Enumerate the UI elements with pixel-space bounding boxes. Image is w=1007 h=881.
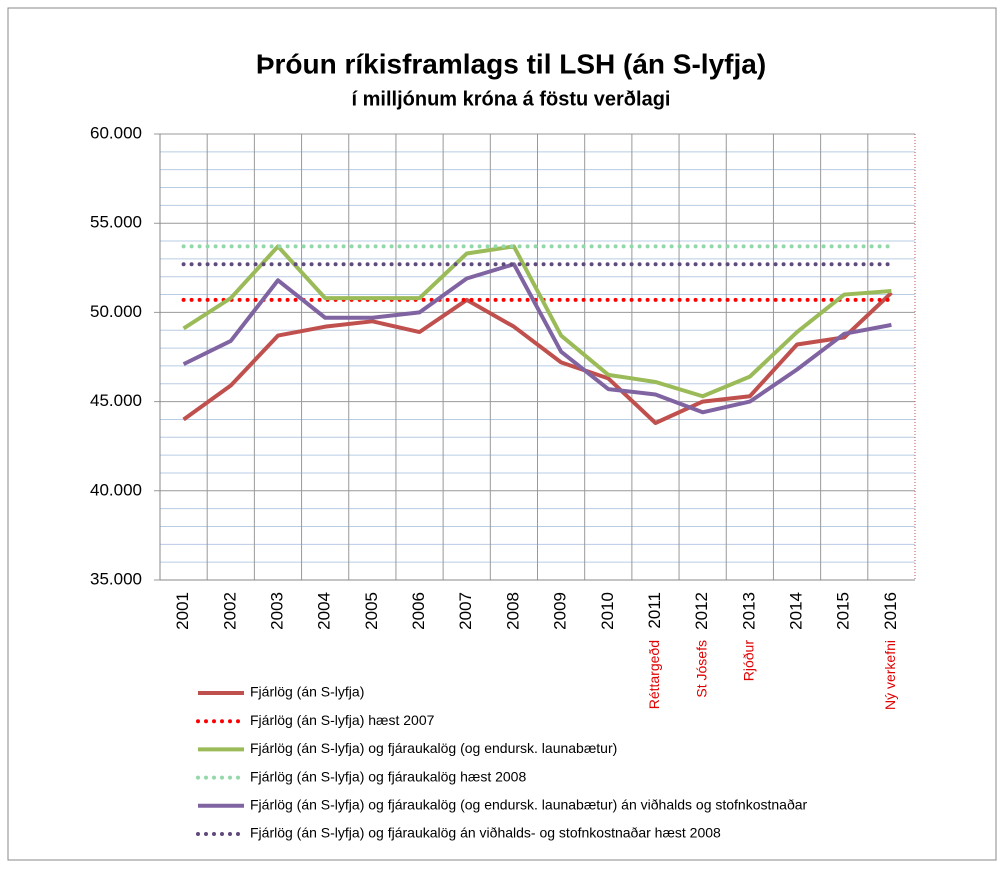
x-tick-label: 2016 xyxy=(881,592,900,630)
x-tick-label: 2015 xyxy=(834,592,853,630)
series-line xyxy=(182,291,893,426)
legend-label: Fjárlög (án S-lyfja) og fjáraukalög án v… xyxy=(250,825,721,841)
y-tick-label: 60.000 xyxy=(90,123,142,142)
annotation: Réttargeðd xyxy=(646,640,662,709)
x-tick-label: 2002 xyxy=(220,592,239,630)
x-tick-label: 2008 xyxy=(503,592,522,630)
x-tick-label: 2005 xyxy=(362,592,381,630)
series-line xyxy=(182,262,892,415)
legend-label: Fjárlög (án S-lyfja) og fjáraukalög (og … xyxy=(250,797,808,813)
series-line xyxy=(182,244,892,399)
x-tick-label: 2012 xyxy=(692,592,711,630)
chart-subtitle: í milljónum króna á föstu verðlagi xyxy=(352,88,671,110)
x-tick-label: 2010 xyxy=(598,592,617,630)
annotation: Ný verkefni xyxy=(882,640,898,710)
x-tick-label: 2003 xyxy=(267,592,286,630)
x-tick-label: 2006 xyxy=(409,592,428,630)
y-tick-label: 35.000 xyxy=(90,569,142,588)
x-tick-label: 2009 xyxy=(551,592,570,630)
x-tick-label: 2004 xyxy=(315,592,334,630)
legend-label: Fjárlög (án S-lyfja) og fjáraukalög hæst… xyxy=(250,768,526,784)
x-tick-label: 2001 xyxy=(173,592,192,630)
annotation: Rjóður xyxy=(741,640,757,682)
x-tick-label: 2007 xyxy=(456,592,475,630)
x-tick-label: 2013 xyxy=(739,592,758,630)
legend-label: Fjárlög (án S-lyfja) xyxy=(250,684,364,700)
chart-title: Þróun ríkisframlags til LSH (án S-lyfja) xyxy=(256,48,766,79)
legend-label: Fjárlög (án S-lyfja) hæst 2007 xyxy=(250,712,435,728)
legend-label: Fjárlög (án S-lyfja) og fjáraukalög (og … xyxy=(250,740,617,756)
y-tick-label: 55.000 xyxy=(90,213,142,232)
x-tick-label: 2014 xyxy=(787,592,806,630)
y-tick-label: 45.000 xyxy=(90,391,142,410)
y-tick-label: 40.000 xyxy=(90,480,142,499)
x-tick-label: 2011 xyxy=(645,592,664,629)
annotation: St Jósefs xyxy=(693,640,709,698)
y-tick-label: 50.000 xyxy=(90,302,142,321)
